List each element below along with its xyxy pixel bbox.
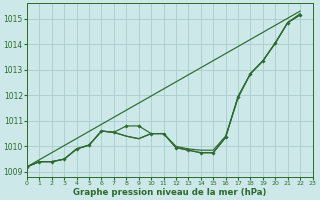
X-axis label: Graphe pression niveau de la mer (hPa): Graphe pression niveau de la mer (hPa) bbox=[73, 188, 267, 197]
